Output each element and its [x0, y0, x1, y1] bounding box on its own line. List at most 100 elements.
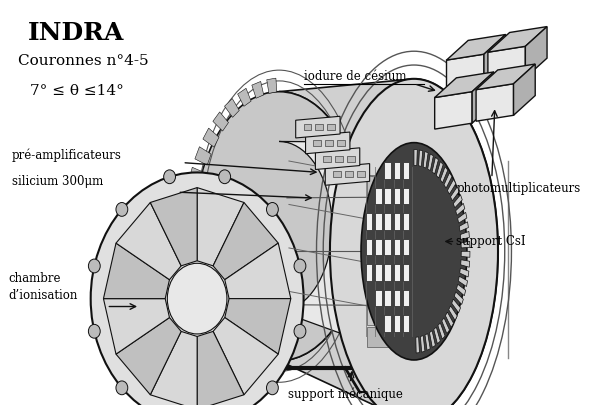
Polygon shape	[224, 98, 240, 118]
Bar	[357, 171, 365, 177]
Text: iodure de césium: iodure de césium	[304, 70, 406, 83]
Polygon shape	[452, 299, 461, 313]
Text: support CsI: support CsI	[456, 235, 526, 248]
Polygon shape	[419, 150, 423, 166]
Polygon shape	[420, 336, 425, 352]
Bar	[403, 188, 409, 204]
Bar	[403, 239, 409, 255]
Polygon shape	[432, 157, 439, 174]
Polygon shape	[367, 327, 409, 347]
Polygon shape	[279, 142, 467, 360]
Text: chambre
d’ionisation: chambre d’ionisation	[8, 272, 77, 302]
Bar	[333, 171, 341, 177]
Bar	[375, 213, 381, 230]
Polygon shape	[455, 292, 463, 304]
Polygon shape	[252, 82, 264, 98]
Ellipse shape	[89, 324, 100, 338]
Polygon shape	[213, 202, 278, 280]
Polygon shape	[267, 78, 277, 93]
Polygon shape	[186, 255, 202, 272]
Bar	[375, 188, 381, 204]
Polygon shape	[367, 306, 409, 325]
Ellipse shape	[116, 381, 128, 395]
Polygon shape	[225, 299, 291, 354]
Bar	[384, 188, 391, 204]
Polygon shape	[436, 162, 443, 178]
Text: photomultiplicateurs: photomultiplicateurs	[456, 182, 580, 195]
Bar	[403, 290, 409, 306]
Polygon shape	[238, 88, 251, 106]
Polygon shape	[103, 243, 169, 299]
Bar	[393, 290, 400, 306]
Bar	[393, 264, 400, 281]
Bar	[384, 315, 391, 332]
Polygon shape	[258, 357, 269, 373]
Bar	[403, 213, 409, 230]
Bar	[375, 290, 381, 306]
Polygon shape	[185, 189, 200, 205]
Bar	[393, 213, 400, 230]
Polygon shape	[442, 318, 450, 334]
Polygon shape	[447, 54, 484, 92]
Bar	[403, 264, 409, 281]
Polygon shape	[447, 34, 506, 60]
Text: INDRA: INDRA	[27, 21, 124, 44]
Polygon shape	[488, 27, 547, 52]
Polygon shape	[456, 284, 466, 296]
Text: Couronnes n°4-5: Couronnes n°4-5	[18, 54, 148, 68]
Polygon shape	[203, 128, 219, 147]
Text: pré-amplificateurs: pré-amplificateurs	[12, 149, 122, 162]
Polygon shape	[445, 312, 453, 327]
Polygon shape	[458, 276, 467, 286]
Polygon shape	[195, 147, 211, 165]
Ellipse shape	[294, 324, 306, 338]
Bar	[335, 156, 343, 162]
Ellipse shape	[266, 381, 279, 395]
Polygon shape	[460, 231, 469, 239]
Polygon shape	[230, 340, 244, 358]
Polygon shape	[367, 284, 409, 304]
Bar	[313, 140, 321, 146]
Polygon shape	[459, 222, 469, 231]
Polygon shape	[416, 337, 420, 353]
Polygon shape	[458, 213, 467, 223]
Polygon shape	[189, 167, 205, 185]
Bar	[366, 213, 372, 230]
Bar	[393, 162, 400, 179]
Polygon shape	[184, 212, 199, 226]
Ellipse shape	[266, 202, 279, 216]
Polygon shape	[367, 219, 409, 238]
Polygon shape	[459, 268, 469, 277]
Polygon shape	[425, 334, 430, 350]
Polygon shape	[434, 92, 472, 129]
Polygon shape	[441, 167, 448, 183]
Polygon shape	[197, 173, 229, 408]
Polygon shape	[325, 164, 370, 185]
Polygon shape	[279, 79, 498, 408]
Polygon shape	[185, 235, 199, 249]
Polygon shape	[461, 251, 470, 257]
Polygon shape	[197, 331, 244, 408]
Bar	[304, 124, 312, 130]
Ellipse shape	[164, 170, 175, 184]
Polygon shape	[461, 242, 470, 248]
Polygon shape	[197, 188, 244, 266]
Bar	[366, 239, 372, 255]
Polygon shape	[430, 331, 436, 348]
Bar	[384, 213, 391, 230]
Polygon shape	[450, 187, 459, 201]
Polygon shape	[218, 327, 233, 346]
Text: support mécanique: support mécanique	[288, 387, 403, 401]
Bar	[403, 315, 409, 332]
Bar	[323, 156, 331, 162]
Bar	[393, 188, 400, 204]
Bar	[375, 239, 381, 255]
Polygon shape	[367, 197, 409, 217]
Polygon shape	[448, 306, 457, 320]
Bar	[366, 264, 372, 281]
Ellipse shape	[89, 259, 100, 273]
Polygon shape	[191, 276, 207, 293]
Bar	[345, 171, 353, 177]
Polygon shape	[116, 202, 181, 280]
Ellipse shape	[219, 170, 230, 184]
